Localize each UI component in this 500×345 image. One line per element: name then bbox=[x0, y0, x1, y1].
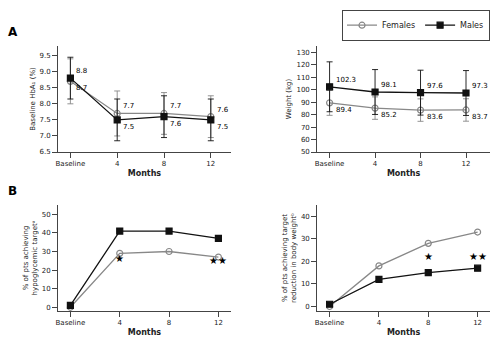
svg-text:85.2: 85.2 bbox=[381, 111, 397, 119]
svg-text:8.5: 8.5 bbox=[39, 84, 50, 92]
svg-text:80: 80 bbox=[301, 111, 310, 119]
svg-text:8.0: 8.0 bbox=[39, 100, 50, 108]
svg-text:12: 12 bbox=[462, 160, 471, 168]
svg-text:8.7: 8.7 bbox=[76, 84, 87, 92]
svg-text:50: 50 bbox=[301, 148, 310, 156]
svg-text:Females: Females bbox=[382, 21, 415, 30]
svg-text:6.5: 6.5 bbox=[39, 148, 50, 156]
svg-text:★: ★ bbox=[115, 253, 124, 264]
svg-text:70: 70 bbox=[301, 124, 310, 132]
svg-text:4: 4 bbox=[377, 319, 382, 327]
svg-text:20: 20 bbox=[301, 258, 310, 266]
svg-text:40: 40 bbox=[301, 213, 310, 221]
svg-text:8.8: 8.8 bbox=[76, 67, 87, 75]
svg-text:83.6: 83.6 bbox=[427, 113, 443, 121]
svg-text:9.0: 9.0 bbox=[39, 68, 50, 76]
svg-text:110: 110 bbox=[296, 74, 309, 82]
svg-text:4: 4 bbox=[117, 319, 122, 327]
svg-text:97.6: 97.6 bbox=[427, 82, 443, 90]
svg-text:10: 10 bbox=[301, 280, 310, 288]
svg-text:Baseline: Baseline bbox=[56, 319, 86, 327]
svg-text:Males: Males bbox=[460, 21, 483, 30]
svg-text:120: 120 bbox=[296, 61, 309, 69]
svg-text:7.6: 7.6 bbox=[170, 120, 182, 128]
svg-text:Baseline HbA₁⁣ (%): Baseline HbA₁⁣ (%) bbox=[29, 67, 37, 131]
svg-text:50: 50 bbox=[42, 211, 51, 219]
svg-text:7.0: 7.0 bbox=[39, 132, 50, 140]
svg-text:Baseline: Baseline bbox=[315, 319, 345, 327]
svg-text:30: 30 bbox=[42, 248, 51, 256]
svg-text:Weight (kg): Weight (kg) bbox=[285, 78, 293, 119]
svg-text:★: ★ bbox=[424, 251, 433, 262]
svg-text:Months: Months bbox=[128, 328, 162, 337]
svg-text:Baseline: Baseline bbox=[315, 160, 345, 168]
svg-text:12: 12 bbox=[214, 319, 223, 327]
svg-text:% of pts achievinghypoglycemic: % of pts achievinghypoglycemic targetᵃ bbox=[22, 220, 39, 295]
svg-text:4: 4 bbox=[115, 160, 120, 168]
svg-text:89.4: 89.4 bbox=[336, 106, 352, 114]
svg-text:60: 60 bbox=[301, 136, 310, 144]
svg-text:7.5: 7.5 bbox=[217, 123, 228, 131]
svg-text:★★: ★★ bbox=[209, 255, 227, 266]
svg-text:30: 30 bbox=[301, 235, 310, 243]
svg-text:20: 20 bbox=[42, 267, 51, 275]
svg-text:102.3: 102.3 bbox=[336, 76, 356, 84]
svg-text:7.5: 7.5 bbox=[39, 116, 50, 124]
svg-text:7.7: 7.7 bbox=[170, 102, 181, 110]
svg-text:83.7: 83.7 bbox=[472, 113, 488, 121]
svg-text:100: 100 bbox=[296, 86, 309, 94]
svg-text:12: 12 bbox=[206, 160, 215, 168]
svg-text:B: B bbox=[8, 184, 17, 198]
svg-text:4: 4 bbox=[373, 160, 378, 168]
svg-text:7.6: 7.6 bbox=[217, 106, 229, 114]
svg-text:97.3: 97.3 bbox=[472, 82, 488, 90]
svg-text:7.5: 7.5 bbox=[123, 123, 134, 131]
svg-text:Months: Months bbox=[128, 169, 162, 178]
svg-text:10: 10 bbox=[42, 285, 51, 293]
svg-text:98.1: 98.1 bbox=[381, 81, 397, 89]
svg-text:0: 0 bbox=[305, 303, 309, 311]
svg-text:A: A bbox=[8, 25, 18, 39]
svg-text:12: 12 bbox=[473, 319, 482, 327]
svg-text:130: 130 bbox=[296, 49, 309, 57]
svg-text:90: 90 bbox=[301, 99, 310, 107]
svg-text:8: 8 bbox=[418, 160, 422, 168]
svg-text:40: 40 bbox=[42, 229, 51, 237]
svg-text:8: 8 bbox=[162, 160, 166, 168]
svg-text:Months: Months bbox=[387, 328, 421, 337]
svg-text:★★: ★★ bbox=[469, 251, 487, 262]
svg-text:Baseline: Baseline bbox=[56, 160, 86, 168]
svg-text:0: 0 bbox=[46, 304, 50, 312]
svg-text:8: 8 bbox=[167, 319, 171, 327]
svg-text:8: 8 bbox=[426, 319, 430, 327]
svg-text:Months: Months bbox=[387, 169, 421, 178]
svg-text:% of pts achieving targetreduc: % of pts achieving targetreduction in bo… bbox=[281, 213, 298, 303]
svg-text:7.7: 7.7 bbox=[123, 102, 134, 110]
svg-text:9.5: 9.5 bbox=[39, 52, 50, 60]
